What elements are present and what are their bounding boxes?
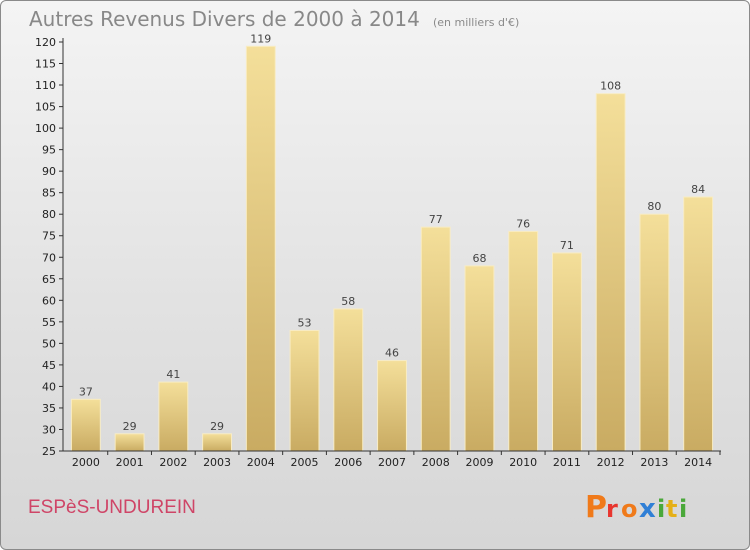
- svg-text:i: i: [679, 495, 687, 523]
- svg-text:t: t: [666, 495, 677, 523]
- svg-text:x: x: [639, 494, 656, 524]
- y-tick-label: 95: [42, 144, 56, 157]
- bar-2014: [683, 196, 714, 452]
- bar-value-label: 84: [691, 183, 705, 196]
- bar-value-label: 46: [385, 347, 399, 360]
- y-tick-label: 90: [42, 165, 56, 178]
- bar-2000: [70, 398, 101, 452]
- svg-text:r: r: [606, 495, 618, 523]
- bar-value-label: 37: [79, 385, 93, 398]
- bar-value-label: 29: [210, 420, 224, 433]
- y-tick-label: 30: [42, 423, 56, 436]
- x-tick-label: 2005: [291, 456, 319, 469]
- x-tick-label: 2004: [247, 456, 275, 469]
- x-tick-label: 2003: [203, 456, 231, 469]
- x-tick-label: 2006: [334, 456, 362, 469]
- y-tick-label: 55: [42, 316, 56, 329]
- y-tick-label: 35: [42, 402, 56, 415]
- commune-name: ESPèS-UNDUREIN: [28, 497, 196, 518]
- y-tick-label: 70: [42, 251, 56, 264]
- y-tick-label: 60: [42, 294, 56, 307]
- bar-value-label: 119: [250, 32, 271, 45]
- bar-2012: [595, 93, 626, 452]
- proxiti-logo: P r o x i t i: [585, 490, 687, 525]
- x-tick-label: 2001: [116, 456, 144, 469]
- y-tick-label: 120: [35, 36, 56, 49]
- bar-2003: [202, 433, 232, 452]
- bar-2007: [377, 360, 407, 452]
- bar-2008: [420, 226, 451, 452]
- y-tick-label: 100: [35, 122, 56, 135]
- y-tick-label: 75: [42, 230, 56, 243]
- svg-text:o: o: [621, 495, 638, 523]
- y-tick-label: 40: [42, 380, 56, 393]
- bar-2004: [245, 45, 276, 452]
- x-tick-label: 2009: [465, 456, 493, 469]
- bar-2010: [508, 230, 539, 452]
- svg-text:P: P: [585, 490, 607, 525]
- x-tick-label: 2000: [72, 456, 100, 469]
- bar-value-label: 80: [647, 200, 661, 213]
- y-tick-label: 25: [42, 445, 56, 458]
- x-tick-label: 2012: [597, 456, 625, 469]
- x-tick-label: 2013: [640, 456, 668, 469]
- y-tick-label: 50: [42, 337, 56, 350]
- chart-subtitle: (en milliers d'€): [432, 16, 520, 29]
- title-block: Autres Revenus Divers de 2000 à 2014 (en…: [29, 7, 519, 31]
- labels-layer: 37 29 41 29 119 53 58 46 77 68 76 71 108 80 84: [79, 32, 705, 432]
- x-tick-label: 2007: [378, 456, 406, 469]
- bars-layer: [70, 45, 714, 452]
- bar-value-label: 53: [298, 316, 312, 329]
- chart-title: Autres Revenus Divers de 2000 à 2014: [29, 7, 420, 31]
- bar-value-label: 77: [429, 213, 443, 226]
- bar-value-label: 29: [123, 420, 137, 433]
- bar-2013: [639, 213, 670, 452]
- bar-2009: [464, 265, 495, 452]
- bar-value-label: 58: [341, 295, 355, 308]
- bar-2001: [114, 433, 145, 452]
- y-tick-label: 110: [35, 79, 56, 92]
- y-tick-label: 85: [42, 187, 56, 200]
- y-tick-label: 105: [35, 101, 56, 114]
- bar-2002: [158, 381, 189, 452]
- bar-value-label: 41: [166, 368, 180, 381]
- bar-value-label: 71: [560, 239, 574, 252]
- bar-2011: [552, 252, 582, 452]
- x-tick-label: 2010: [509, 456, 537, 469]
- bar-value-label: 108: [600, 80, 621, 93]
- x-tick-label: 2014: [684, 456, 712, 469]
- svg-text:i: i: [657, 495, 665, 523]
- y-tick-label: 65: [42, 273, 56, 286]
- bar-2005: [289, 329, 320, 452]
- bar-value-label: 68: [472, 252, 486, 265]
- y-tick-label: 80: [42, 208, 56, 221]
- bar-2006: [333, 308, 364, 452]
- x-tick-label: 2008: [422, 456, 450, 469]
- bar-value-label: 76: [516, 217, 530, 230]
- x-tick-label: 2011: [553, 456, 581, 469]
- y-tick-label: 115: [35, 58, 56, 71]
- y-tick-label: 45: [42, 359, 56, 372]
- x-tick-label: 2002: [159, 456, 187, 469]
- axes-layer: 25 30 35 40 45 50 55 60 65 70 75 80 85 90 95 100 105 110 1…: [35, 36, 721, 469]
